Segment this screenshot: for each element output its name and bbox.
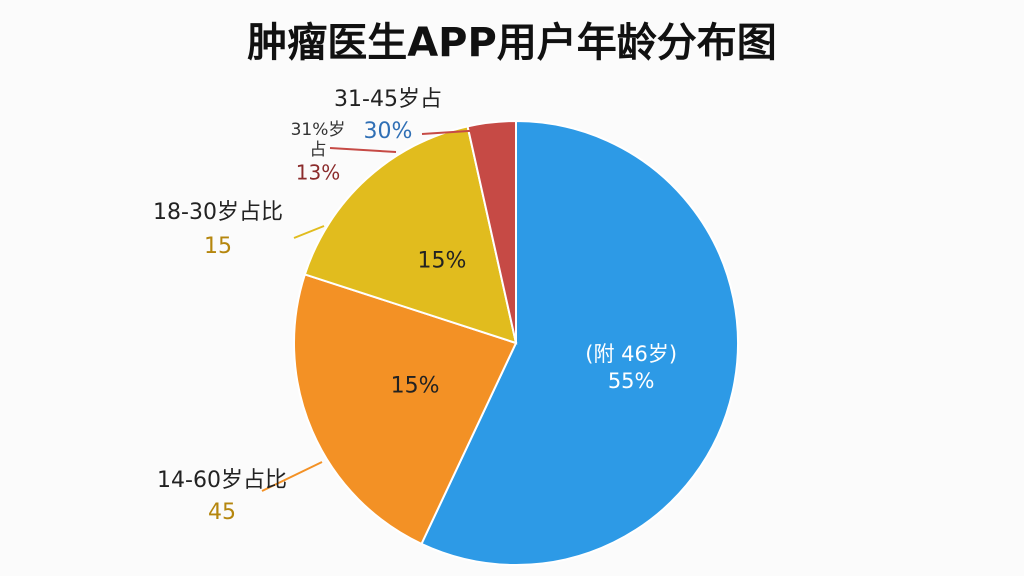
slice-inner-label: 15% (418, 249, 467, 274)
pie-slice (466, 119, 517, 344)
slice-inner-label: 15% (391, 374, 440, 399)
leader-line (293, 225, 325, 239)
slice-inner-label: (附 46岁) (585, 342, 677, 366)
leader-line (421, 129, 485, 135)
leader-line (329, 147, 397, 153)
slice-outer-label: 15 (204, 234, 232, 259)
pie-slice (420, 119, 739, 566)
chart-title: 肿瘤医生APP用户年龄分布图 (247, 20, 777, 66)
extra-label: 占 (310, 140, 327, 160)
slice-outer-label: 30% (364, 119, 413, 144)
pie-slice (293, 273, 518, 546)
slice-outer-label: 14-60岁占比 (157, 468, 287, 493)
slice-outer-label: 31-45岁占 (334, 87, 442, 112)
slice-inner-label: 55% (608, 369, 655, 393)
extra-label: 13% (296, 161, 340, 185)
slice-outer-label: 18-30岁占比 (153, 200, 283, 225)
leader-line (261, 461, 323, 492)
slice-outer-label: 45 (208, 500, 236, 525)
extra-label: 31%岁 (291, 120, 346, 140)
